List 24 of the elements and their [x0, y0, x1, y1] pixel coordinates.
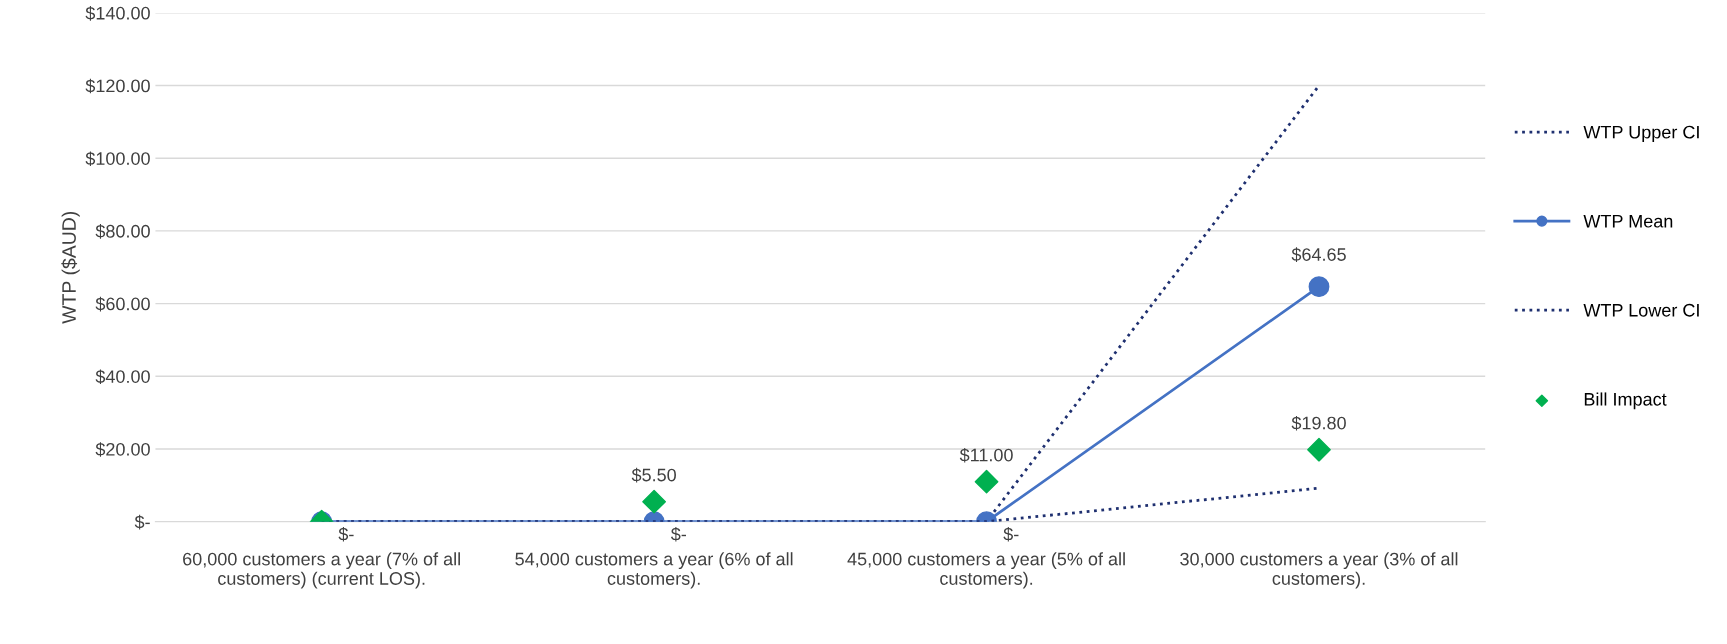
x-tick-label: 45,000 customers a year (5% of all customers). [847, 552, 1125, 589]
x-tick-label: 30,000 customers a year (3% of all customers). [1180, 552, 1458, 589]
data-label: $- [670, 526, 687, 542]
y-tick-label: $120.00 [85, 78, 150, 94]
y-tick-label: $40.00 [95, 369, 150, 385]
y-tick-label: $20.00 [95, 442, 150, 457]
y-tick-label: $80.00 [95, 224, 150, 239]
data-label: $19.80 [1291, 415, 1346, 431]
x-tick-label: 54,000 customers a year (6% of all customers). [515, 552, 793, 589]
x-tick-label: 60,000 customers a year (7% of all customers) (current LOS). [183, 552, 460, 589]
y-tick-label: $60.00 [95, 296, 150, 312]
y-axis-title: WTP ($AUD) [61, 211, 80, 324]
y-tick-label: $100.00 [85, 151, 150, 167]
legend-label: WTP Upper CI [1583, 125, 1699, 143]
data-label: $64.65 [1291, 247, 1346, 262]
y-tick-label: $140.00 [85, 6, 150, 21]
data-label: $- [338, 526, 354, 542]
legend-label: Bill Impact [1584, 392, 1667, 410]
data-label: $5.50 [631, 467, 676, 483]
legend-label: WTP Lower CI [1583, 303, 1699, 317]
legend-label: WTP Mean [1583, 214, 1673, 228]
data-label: $- [1003, 526, 1019, 542]
y-tick-label: $- [134, 514, 150, 530]
data-label: $11.00 [959, 447, 1013, 463]
